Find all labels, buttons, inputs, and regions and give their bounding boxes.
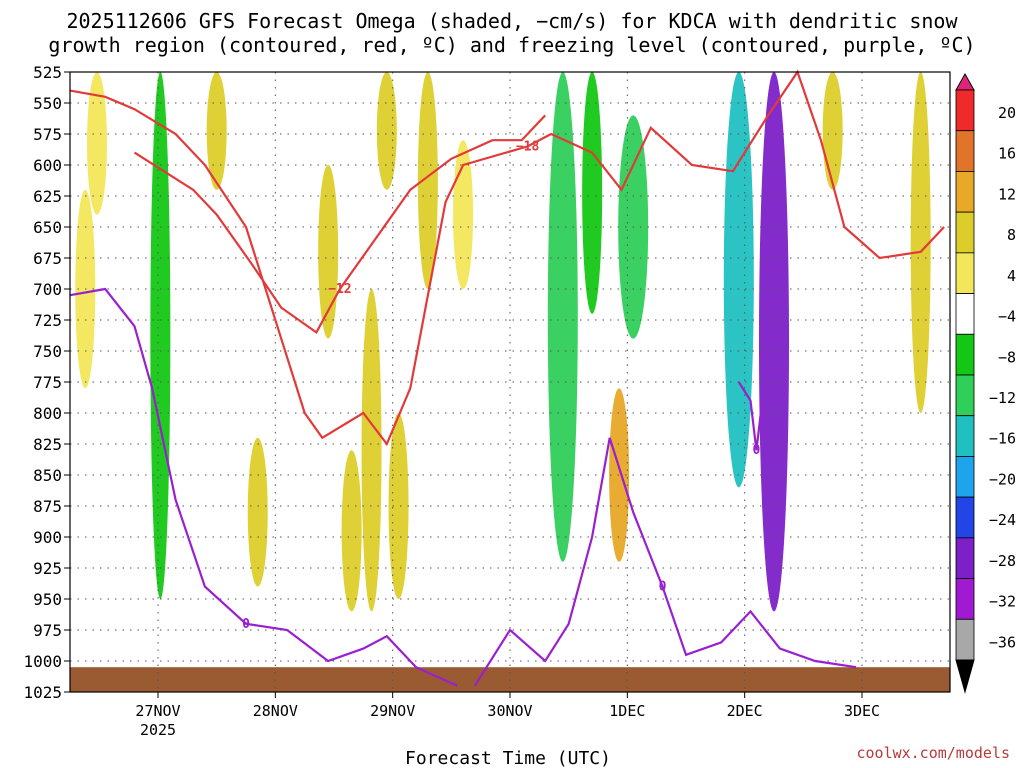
omega-shade-region-12 [388,413,409,599]
freezing-contour-1-label: 0 [659,580,667,595]
chart-title-line1: 2025112606 GFS Forecast Omega (shaded, −… [66,9,958,33]
colorbar-swatch-7 [955,374,975,417]
colorbar-swatch-6 [955,333,975,376]
y-tick-label-15: 900 [33,528,62,547]
freezing-contour-2-label: 0 [752,443,760,458]
omega-shade-region-11 [376,71,397,190]
freezing-contour-2 [737,381,764,451]
colorbar-swatch-13 [955,618,975,661]
y-axis-ticks: 525 550 575 600 625 650 675 700 725 750 775 800 825 8… [23,63,70,702]
colorbar-label-7: −12 [989,389,1016,407]
freezing-contour-0 [69,287,458,687]
colorbar-label-0: 20 [998,104,1016,122]
omega-shade-region-20 [723,72,754,488]
colorbar-swatch-9 [955,456,975,498]
y-tick-label-0: 525 [33,63,62,82]
y-tick-label-6: 675 [33,249,62,268]
colorbar-swatch-3 [955,211,975,254]
omega-shade-region-8 [318,165,339,339]
omega-shade-region-10 [361,289,382,612]
x-tick-label-6: 3DEC [844,702,880,720]
y-tick-label-19: 1000 [23,652,62,671]
freezing-contour-1 [473,437,857,687]
y-tick-label-4: 625 [33,187,62,206]
colorbar-label-3: 8 [1007,226,1016,244]
colorbar-bottom-arrow [955,659,975,694]
omega-shade-region-6 [206,71,227,190]
colorbar-swatch-4 [955,252,975,294]
colorbar-top-arrow [955,72,975,91]
y-tick-label-8: 725 [33,311,62,330]
omega-shade-region-16 [547,72,578,562]
y-tick-label-20: 1025 [23,683,62,702]
colorbar-swatch-5 [955,293,975,335]
colorbar-swatch-0 [955,89,975,132]
omega-shade-region-18 [609,388,630,562]
dgz-contour-1 [133,114,546,335]
colorbar-label-2: 12 [998,185,1016,203]
colorbar-swatch-11 [955,537,975,579]
x-tick-label-2: 29NOV [370,702,415,720]
y-tick-label-10: 775 [33,373,62,392]
contour-lines: −18 −12 0 0 0 [69,69,945,687]
colorbar-swatch-10 [955,496,975,539]
y-tick-label-17: 950 [33,590,62,609]
y-tick-label-1: 550 [33,94,62,113]
colorbar-swatch-8 [955,415,975,457]
x-axis-label: Forecast Time (UTC) [405,748,611,768]
y-tick-label-12: 825 [33,435,62,454]
omega-shade-region-22 [822,71,843,190]
colorbar-label-12: −32 [989,593,1016,611]
y-tick-label-16: 925 [33,559,62,578]
x-tick-label-4: 1DEC [609,702,645,720]
y-tick-label-9: 750 [33,342,62,361]
colorbar-label-5: −4 [998,308,1016,326]
x-axis-ticks: 27NOV 28NOV 29NOV 30NOV 1DEC 2DEC 3DEC 2025 [135,692,880,739]
omega-shade-region-9 [341,450,362,612]
omega-shade-region-4 [150,72,171,599]
colorbar-label-13: −36 [989,633,1016,651]
colorbar-label-4: 4 [1007,267,1016,285]
omega-shade-region-13 [417,72,438,289]
chart-title-line2: growth region (contoured, red, ºC) and f… [48,33,975,57]
colorbar-label-11: −28 [989,552,1016,570]
colorbar-label-1: 16 [998,145,1016,163]
colorbar-swatch-12 [955,578,975,620]
colorbar-label-8: −16 [989,430,1016,448]
colorbar-label-9: −20 [989,470,1016,488]
y-tick-label-18: 975 [33,621,62,640]
colorbar-label-6: −8 [998,348,1016,366]
y-tick-label-7: 700 [33,280,62,299]
x-tick-label-0: 27NOV [135,702,180,720]
credit-text: coolwx.com/models [856,744,1010,762]
omega-shade-region-23 [910,72,931,413]
x-year-label: 2025 [140,721,176,739]
y-tick-label-5: 650 [33,218,62,237]
omega-shade-region-17 [582,71,603,314]
y-tick-label-11: 800 [33,404,62,423]
y-tick-label-14: 875 [33,497,62,516]
y-tick-label-3: 600 [33,156,62,175]
colorbar: 20 16 12 8 4 −4 −8 −12 −16 −20 −24 −28 −32 −36 [955,72,1016,694]
colorbar-swatch-1 [955,130,975,172]
dgz-contour-0 [69,69,945,447]
omega-shade-region-1 [86,72,107,215]
freezing-contour-0-label: 0 [242,617,250,632]
colorbar-swatch-2 [955,171,975,213]
y-tick-label-13: 850 [33,466,62,485]
omega-shade-region-7 [247,437,268,587]
omega-shade-region-15 [505,289,526,413]
dgz-contour-0-label: −18 [516,139,540,154]
plot-frame [69,71,951,693]
colorbar-label-10: −24 [989,511,1016,529]
x-tick-label-1: 28NOV [253,702,298,720]
omega-shade-region-2 [91,382,112,488]
x-tick-label-5: 2DEC [727,702,763,720]
x-tick-label-3: 30NOV [487,702,532,720]
dgz-contour-1-label: −12 [328,282,351,297]
y-tick-label-2: 575 [33,125,62,144]
omega-shading [75,71,931,612]
omega-shade-region-21 [759,72,789,612]
